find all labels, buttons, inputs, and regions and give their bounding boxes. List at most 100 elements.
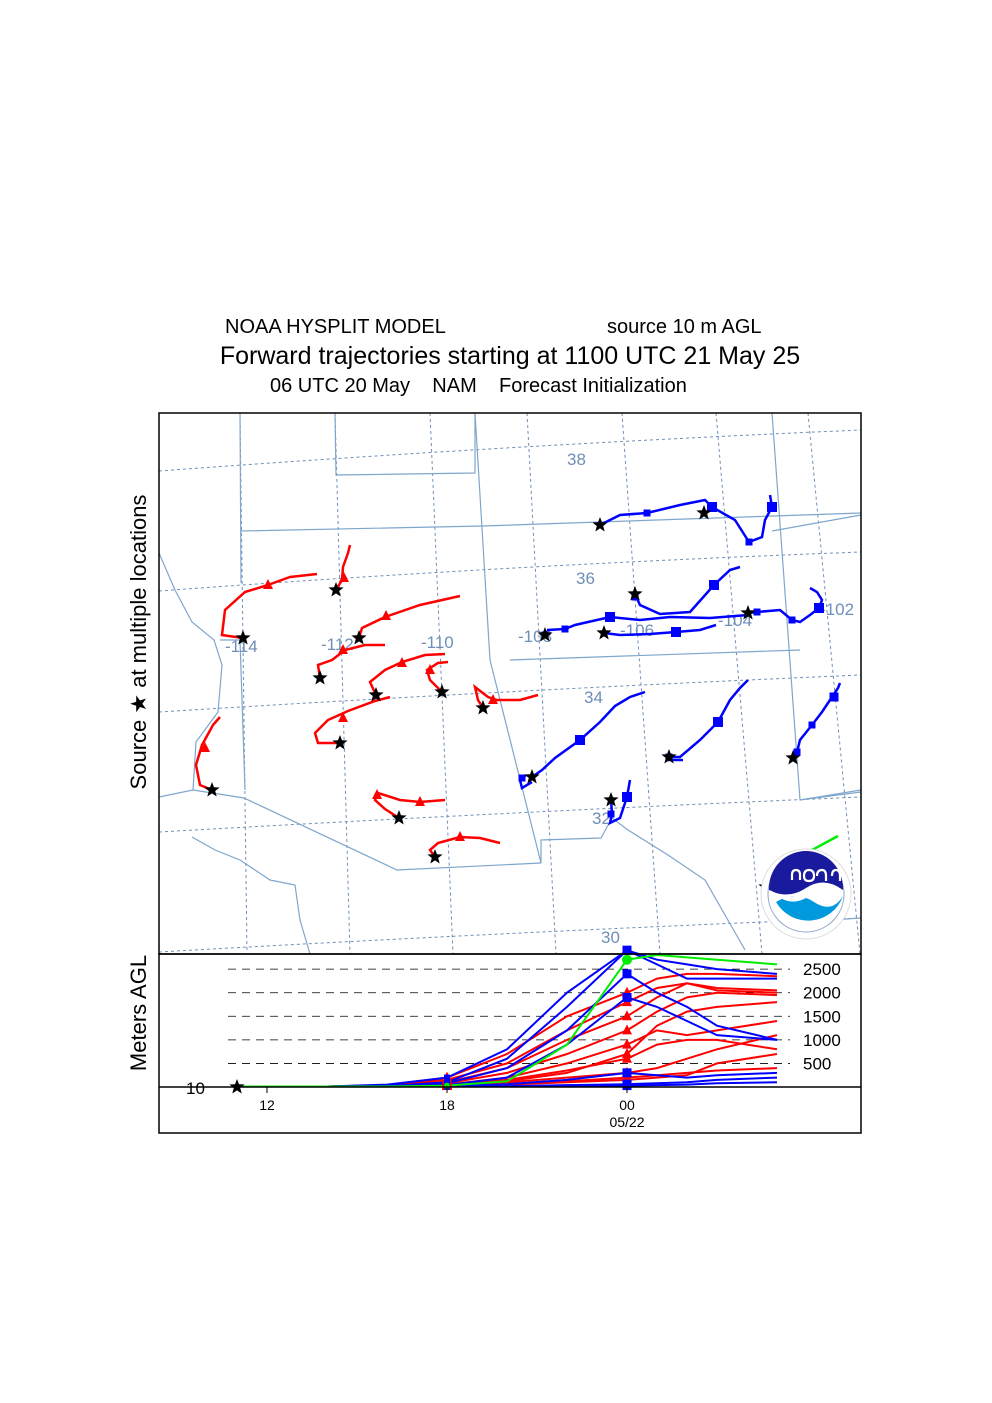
square-marker <box>788 616 796 624</box>
source-star <box>603 792 619 807</box>
source-star <box>434 684 450 699</box>
lon-line-104 <box>715 413 763 954</box>
height-tick-labels: 2500 2000 1500 1000 500 10 <box>186 960 841 1098</box>
lon-line-106 <box>621 413 661 954</box>
triangle-marker <box>200 742 210 752</box>
source-star <box>596 625 612 640</box>
chart-title: Forward trajectories starting at 1100 UT… <box>219 342 801 370</box>
lat-labels: 38 36 34 32 30 <box>567 450 620 947</box>
red-trajectory <box>368 652 446 696</box>
lat-label: 34 <box>584 688 603 707</box>
square-marker <box>575 735 585 745</box>
lon-label: -112 <box>321 635 354 654</box>
square-marker <box>643 509 651 517</box>
height-triangle-marker <box>622 1024 632 1035</box>
lon-label: -106 <box>620 621 654 640</box>
height-square-marker <box>444 1074 450 1081</box>
lon-line-110 <box>429 413 454 954</box>
state-borders <box>159 413 861 954</box>
blue-trajectory <box>747 586 824 624</box>
height-frame <box>158 953 862 1134</box>
red-trajectory <box>313 695 391 745</box>
blue-trajectories <box>518 494 842 826</box>
height-tick-label: 2500 <box>803 960 841 979</box>
map-frame <box>158 412 862 955</box>
red-trajectory <box>357 594 461 639</box>
source-star <box>391 810 407 825</box>
height-gridlines <box>228 968 790 1064</box>
mexico-border <box>191 836 311 954</box>
square-marker <box>518 774 526 782</box>
blue-trajectory <box>633 565 741 616</box>
square-marker <box>753 608 761 616</box>
source-star <box>204 782 220 797</box>
height-square-marker <box>622 969 632 979</box>
triangle-marker <box>397 657 407 667</box>
noaa-logo-word <box>790 868 842 883</box>
source-star <box>661 749 677 764</box>
blue-trajectory <box>599 494 774 544</box>
height-square-marker <box>622 1081 632 1091</box>
date-label: 05/22 <box>609 1114 644 1130</box>
square-marker <box>671 627 681 637</box>
square-marker <box>561 625 569 633</box>
triangle-marker <box>415 796 425 806</box>
nevada-border <box>159 413 242 798</box>
source-star <box>351 630 367 645</box>
source-star <box>312 670 328 685</box>
blue-height-line <box>237 972 778 1088</box>
triangle-marker <box>455 831 465 841</box>
height-tick-label: 2000 <box>803 984 841 1003</box>
height-square-marker <box>622 992 632 1002</box>
red-height-line <box>237 972 778 1088</box>
source-star <box>592 517 608 532</box>
red-trajectory <box>472 683 539 709</box>
height-tick-label: 1000 <box>803 1031 841 1050</box>
blue-trajectory <box>603 623 717 637</box>
lat-label: 32 <box>592 809 611 828</box>
triangle-marker <box>372 789 382 799</box>
height-profiles <box>237 949 778 1088</box>
red-trajectory <box>334 544 352 591</box>
init-line: 06 UTC 20 May NAM Forecast Initializatio… <box>270 375 687 398</box>
source-star <box>332 735 348 750</box>
lat-line-34 <box>159 674 861 713</box>
red-trajectories <box>194 544 539 858</box>
red-trajectory <box>220 572 318 640</box>
init-model: NAM <box>432 375 477 397</box>
height-triangle-marker <box>622 1038 632 1049</box>
square-marker <box>707 502 717 512</box>
square-marker <box>808 721 816 729</box>
source-star <box>368 687 384 702</box>
time-tick-label: 12 <box>259 1097 275 1113</box>
triangle-marker <box>425 664 435 674</box>
triangle-marker <box>381 610 391 620</box>
red-trajectory <box>428 835 501 858</box>
lat-lon-grid <box>159 413 861 954</box>
noaa-logo <box>760 848 852 940</box>
lon-label: -114 <box>225 637 258 656</box>
lon-line-102 <box>807 413 861 954</box>
square-marker <box>745 538 753 546</box>
source-star <box>696 505 712 520</box>
triangle-marker <box>338 712 348 722</box>
init-type: Forecast Initialization <box>498 375 687 397</box>
time-tick-label: 00 <box>619 1097 635 1113</box>
source-star <box>785 750 801 765</box>
lon-labels: -114 -112 -110 -108 -106 -104 -102 <box>225 600 854 656</box>
blue-trajectory <box>669 679 749 759</box>
init-time: 06 UTC 20 May <box>270 375 411 397</box>
height-triangle-marker <box>622 1010 632 1021</box>
lat-line-32 <box>159 796 861 833</box>
lon-line-112 <box>334 413 351 954</box>
height-square-marker <box>622 945 632 955</box>
square-marker <box>605 612 615 622</box>
source-star <box>537 627 553 642</box>
square-marker <box>713 717 723 727</box>
source-star <box>524 769 540 784</box>
source-star <box>427 849 443 864</box>
colorado-border <box>474 413 861 661</box>
source-star <box>740 605 756 620</box>
